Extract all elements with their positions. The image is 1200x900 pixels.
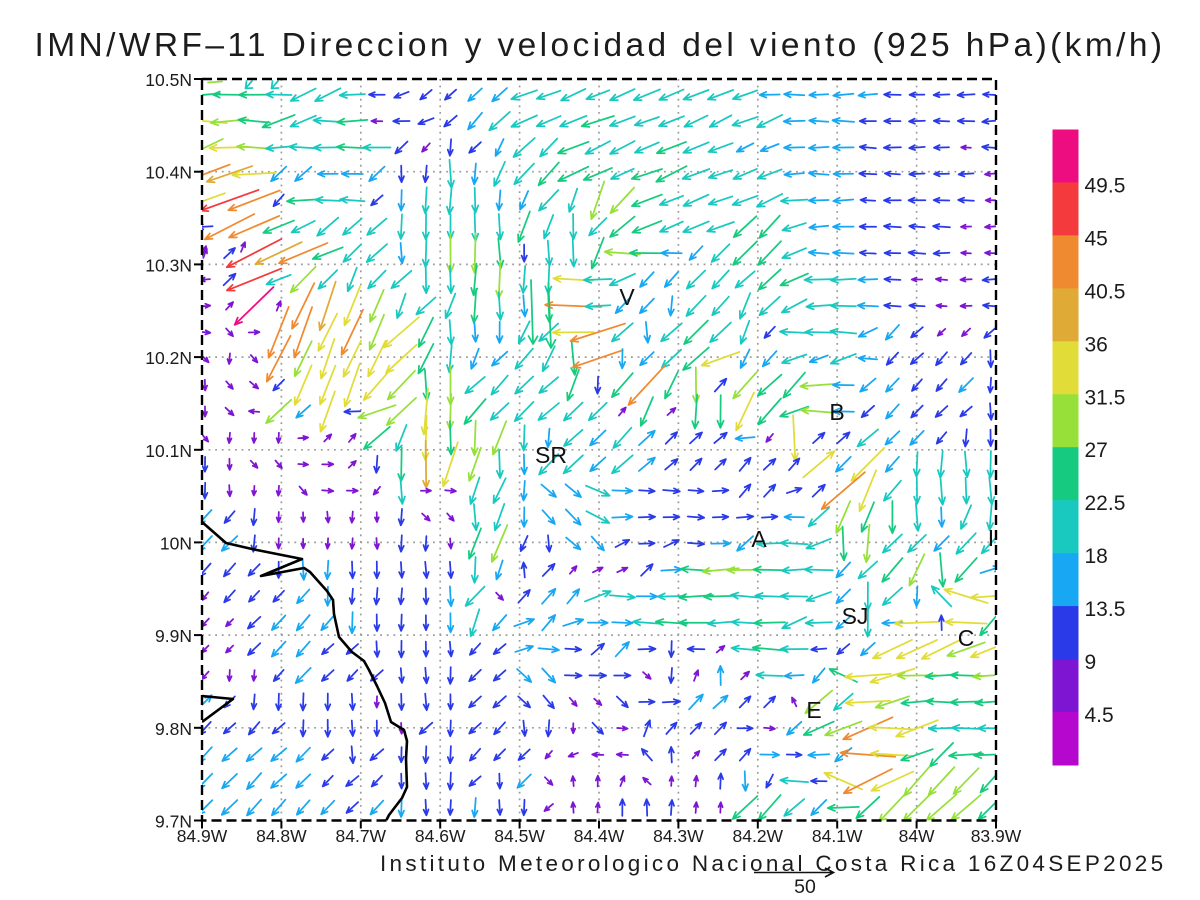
svg-text:E: E <box>806 697 821 723</box>
svg-text:84.3W: 84.3W <box>653 826 704 846</box>
svg-text:V: V <box>619 284 635 310</box>
svg-text:40.5: 40.5 <box>1085 280 1126 303</box>
svg-text:49.5: 49.5 <box>1085 175 1126 198</box>
svg-text:84.5W: 84.5W <box>494 826 545 846</box>
svg-text:I: I <box>988 525 994 551</box>
svg-text:SJ: SJ <box>842 603 869 629</box>
svg-text:84.8W: 84.8W <box>256 826 307 846</box>
svg-text:84W: 84W <box>899 826 935 846</box>
svg-text:9.9N: 9.9N <box>155 626 192 646</box>
svg-text:84.1W: 84.1W <box>812 826 863 846</box>
svg-text:10N: 10N <box>160 533 192 553</box>
svg-text:84.9W: 84.9W <box>177 826 228 846</box>
svg-text:10.1N: 10.1N <box>145 441 192 461</box>
svg-text:50: 50 <box>794 876 816 898</box>
svg-text:84.7W: 84.7W <box>336 826 387 846</box>
svg-text:83.9W: 83.9W <box>971 826 1022 846</box>
svg-text:A: A <box>751 526 767 552</box>
svg-text:10.2N: 10.2N <box>145 348 192 368</box>
svg-text:84.2W: 84.2W <box>733 826 784 846</box>
svg-text:31.5: 31.5 <box>1085 386 1126 409</box>
svg-text:B: B <box>829 399 844 425</box>
svg-text:84.4W: 84.4W <box>574 826 625 846</box>
svg-text:SR: SR <box>535 442 567 468</box>
svg-text:10.4N: 10.4N <box>145 163 192 183</box>
svg-text:10.3N: 10.3N <box>145 255 192 275</box>
svg-text:10.5N: 10.5N <box>145 70 192 90</box>
svg-text:18: 18 <box>1085 545 1108 568</box>
svg-text:22.5: 22.5 <box>1085 492 1126 515</box>
svg-text:27: 27 <box>1085 439 1108 462</box>
svg-text:9.7N: 9.7N <box>155 812 192 832</box>
svg-text:9.8N: 9.8N <box>155 719 192 739</box>
svg-text:36: 36 <box>1085 333 1108 356</box>
svg-text:45: 45 <box>1085 227 1108 250</box>
svg-text:C: C <box>958 625 975 651</box>
svg-text:9: 9 <box>1085 651 1097 674</box>
svg-text:84.6W: 84.6W <box>415 826 466 846</box>
svg-text:4.5: 4.5 <box>1085 704 1114 727</box>
svg-text:IMN/WRF–11 Direccion y velocid: IMN/WRF–11 Direccion y velocidad del vie… <box>35 27 1166 64</box>
svg-text:13.5: 13.5 <box>1085 598 1126 621</box>
